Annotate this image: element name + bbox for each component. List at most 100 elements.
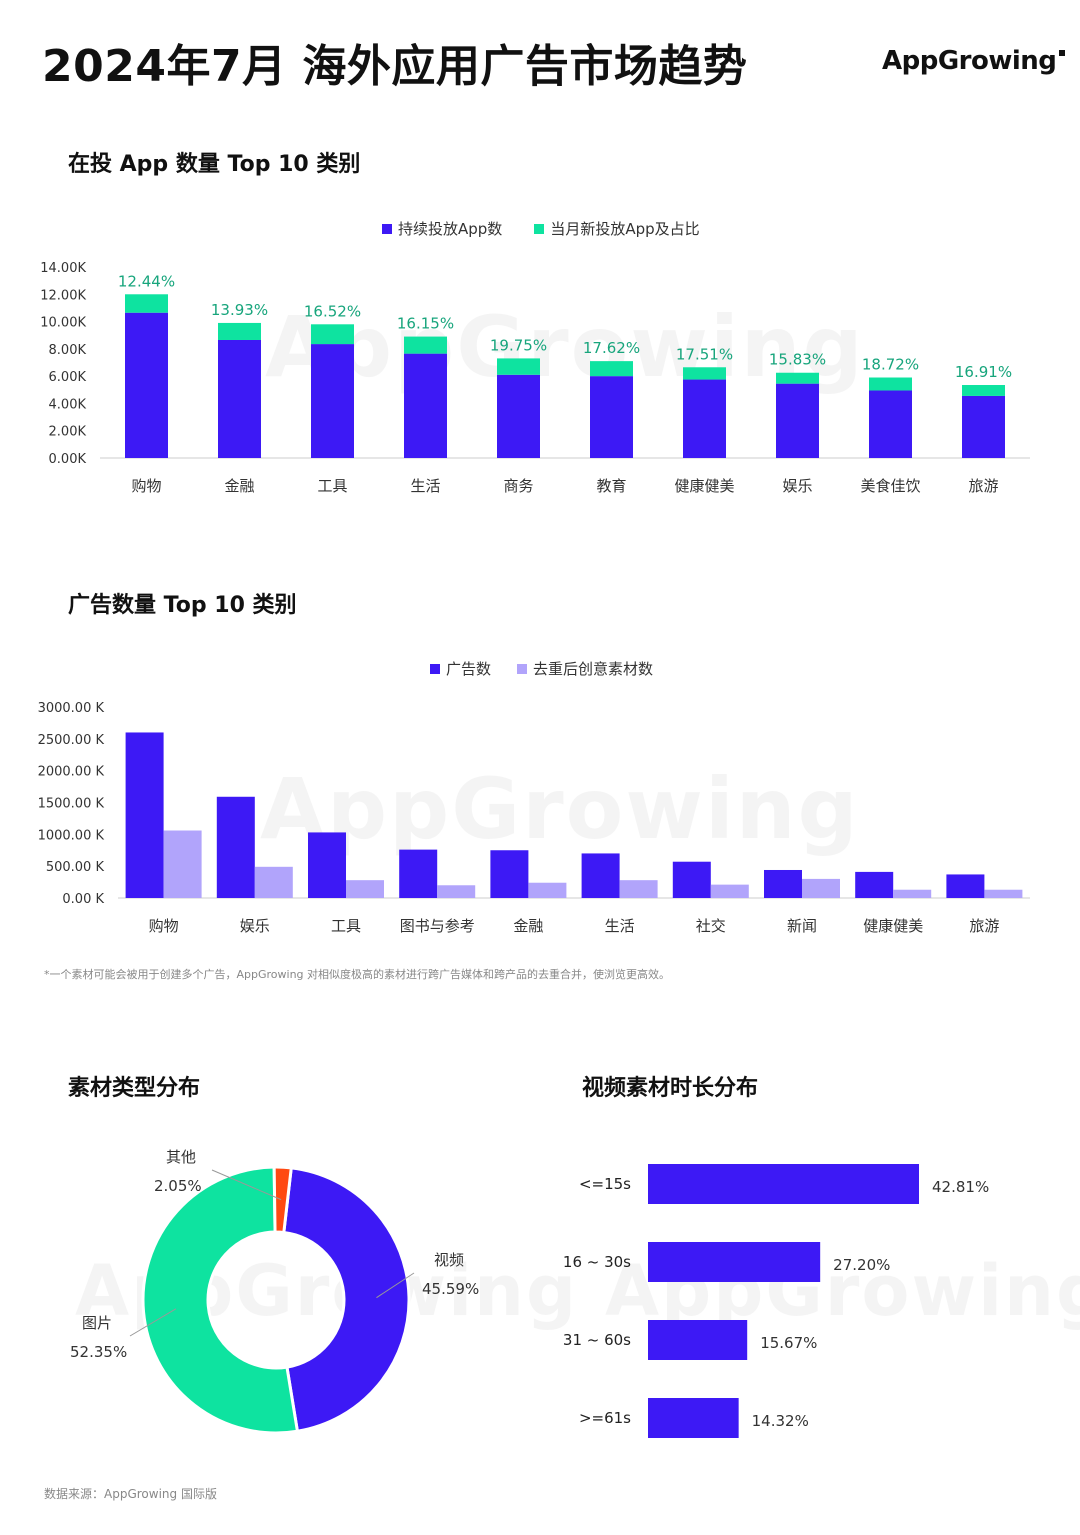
x-tick-label: 商务 — [503, 477, 533, 495]
bar-creative-count — [619, 880, 658, 898]
category-label: <=15s — [579, 1175, 631, 1193]
bar-new-apps — [125, 294, 168, 313]
data-label: 16.52% — [304, 302, 361, 320]
brand-logo: AppGrowing — [882, 46, 1066, 76]
bar-creative-count — [437, 885, 476, 898]
x-tick-label: 教育 — [596, 477, 626, 495]
bar-continuing-apps — [776, 383, 819, 458]
data-label: 19.75% — [490, 336, 547, 354]
y-tick-label: 2000.00 K — [38, 765, 105, 780]
chart2-title: 广告数量 Top 10 类别 — [68, 593, 297, 618]
data-label: 42.81% — [932, 1178, 989, 1196]
leader-line — [376, 1272, 415, 1299]
chart2-legend: 广告数 去重后创意素材数 — [430, 658, 653, 679]
chart3-title: 素材类型分布 — [68, 1076, 201, 1101]
bar-ad-count — [216, 796, 255, 898]
legend-item: 持续投放App数 — [398, 220, 503, 238]
bar-creative-count — [163, 830, 202, 898]
y-tick-label: 2500.00 K — [38, 733, 105, 748]
slice-label: 其他 — [166, 1148, 196, 1166]
x-tick-label: 娱乐 — [782, 477, 812, 495]
data-label: 27.20% — [833, 1256, 890, 1274]
chart1-legend: 持续投放App数 当月新投放App及占比 — [382, 218, 700, 239]
x-tick-label: 购物 — [149, 917, 179, 935]
x-tick-label: 工具 — [331, 917, 361, 935]
donut-slice — [141, 1165, 300, 1435]
bar-creative-count — [528, 882, 567, 898]
duration-bar — [648, 1164, 919, 1204]
chart4-title: 视频素材时长分布 — [582, 1076, 759, 1101]
app-count-chart: 0.00K 2.00K 4.00K 6.00K 8.00K 10.00K 12.00K 14.… — [40, 261, 1030, 495]
bar-continuing-apps — [869, 390, 912, 458]
watermark: AppGrowing — [265, 298, 865, 396]
duration-bar — [648, 1320, 748, 1360]
bar-creative-count — [802, 878, 840, 898]
y-tick-label: 8.00K — [49, 343, 87, 358]
x-tick-label: 购物 — [131, 477, 161, 495]
bar-creative-count — [254, 866, 293, 898]
y-tick-label: 1000.00 K — [38, 828, 105, 843]
legend-swatch-lavender — [517, 663, 528, 674]
data-label: 18.72% — [862, 356, 919, 374]
data-source: 数据来源：AppGrowing 国际版 — [44, 1487, 217, 1501]
bar-creative-count — [984, 889, 1023, 898]
bar-ad-count — [946, 874, 985, 898]
y-tick-label: 4.00K — [49, 397, 87, 412]
data-label: 12.44% — [118, 272, 175, 290]
bar-ad-count — [308, 832, 346, 898]
legend-swatch-blue — [382, 223, 392, 234]
x-tick-label: 美食佳饮 — [860, 477, 920, 495]
bar-new-apps — [962, 385, 1005, 396]
x-tick-label: 生活 — [605, 917, 635, 935]
data-label: 17.62% — [583, 339, 640, 357]
category-label: 31 ~ 60s — [563, 1331, 631, 1349]
bar-new-apps — [683, 367, 726, 380]
data-label: 14.32% — [752, 1412, 809, 1430]
bar-new-apps — [497, 358, 540, 375]
bar-ad-count — [855, 871, 894, 898]
brand-logo-text: AppGrowing — [882, 46, 1057, 76]
bar-continuing-apps — [125, 312, 168, 458]
x-tick-label: 社交 — [696, 917, 726, 935]
leader-line — [129, 1308, 177, 1337]
y-tick-label: 3000.00 K — [38, 701, 105, 716]
x-tick-label: 工具 — [317, 477, 347, 495]
bar-ad-count — [399, 849, 438, 898]
leader-line — [211, 1169, 282, 1201]
watermark: AppGrowing — [260, 760, 860, 858]
bar-new-apps — [776, 372, 819, 384]
donut-slice — [282, 1166, 411, 1433]
y-tick-label: 0.00 K — [62, 892, 104, 907]
legend-item: 去重后创意素材数 — [533, 660, 654, 678]
y-tick-label: 10.00K — [40, 316, 86, 331]
bar-continuing-apps — [218, 339, 261, 458]
chart1-title: 在投 App 数量 Top 10 类别 — [68, 152, 361, 177]
data-label: 15.83% — [769, 351, 826, 369]
bar-ad-count — [581, 853, 620, 898]
slice-label: 图片 — [82, 1314, 112, 1332]
data-label: 17.51% — [676, 345, 733, 363]
bar-continuing-apps — [311, 344, 354, 458]
page-title: 2024年7月 海外应用广告市场趋势 — [42, 41, 748, 92]
data-label: 16.91% — [955, 363, 1012, 381]
category-label: 16 ~ 30s — [563, 1253, 631, 1271]
material-type-donut: 视频 45.59% 图片 52.35% 其他 2.05% — [70, 1148, 479, 1435]
y-tick-label: 0.00K — [49, 452, 87, 467]
ad-count-chart: 0.00 K 500.00 K 1000.00 K 1500.00 K 2000.00 … — [38, 701, 1030, 935]
slice-value: 52.35% — [70, 1343, 127, 1361]
x-tick-label: 健康健美 — [674, 477, 734, 495]
bar-creative-count — [346, 880, 384, 898]
slice-value: 45.59% — [422, 1280, 479, 1298]
x-tick-label: 新闻 — [787, 917, 817, 935]
x-tick-label: 图书与参考 — [400, 917, 475, 935]
y-tick-label: 2.00K — [49, 425, 87, 440]
bar-ad-count — [672, 861, 711, 898]
bar-continuing-apps — [962, 395, 1005, 458]
bar-ad-count — [490, 850, 529, 898]
x-tick-label: 健康健美 — [863, 917, 923, 935]
duration-bar — [648, 1398, 739, 1438]
x-tick-label: 生活 — [410, 477, 440, 495]
x-tick-label: 旅游 — [969, 917, 999, 935]
bar-continuing-apps — [497, 374, 540, 458]
legend-swatch-blue — [430, 663, 440, 674]
